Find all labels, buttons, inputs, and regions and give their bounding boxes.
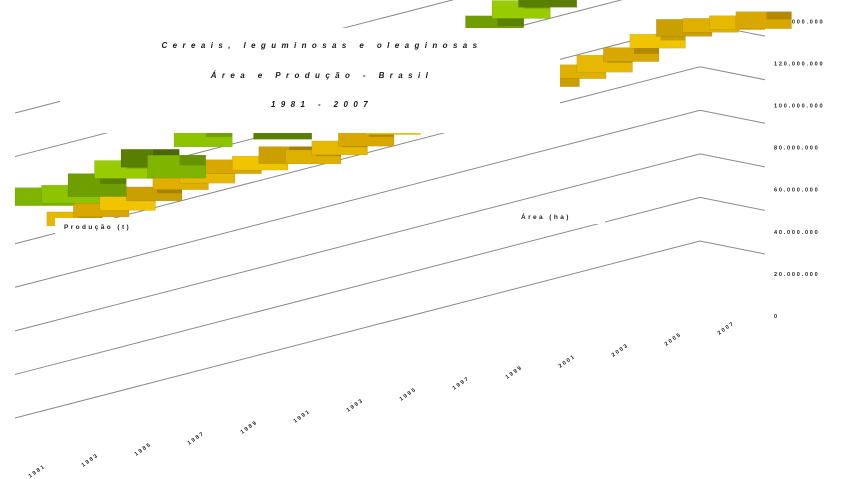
x-tick-label: 1983 xyxy=(81,453,100,469)
bar-shade xyxy=(633,47,659,54)
y-tick-label: 100.000.000 xyxy=(774,104,824,110)
series-label-production: Produção (t) xyxy=(64,224,131,231)
x-tick-label: 1997 xyxy=(452,376,471,392)
x-tick-label: 2001 xyxy=(558,354,577,370)
bar-shade xyxy=(156,186,182,194)
area-label-backdrop xyxy=(510,208,605,224)
y-axis-ticks: 0 20.000.000 40.000.000 60.000.000 80.000.00… xyxy=(774,19,824,320)
bar xyxy=(147,154,207,179)
x-tick-label: 1987 xyxy=(187,431,206,447)
bar-shade xyxy=(153,149,180,158)
bar-shade xyxy=(660,34,686,41)
y-tick-label: 0 xyxy=(774,314,779,320)
grid-line xyxy=(14,153,766,332)
x-tick-label: 1991 xyxy=(293,409,312,425)
grid-line xyxy=(14,196,766,375)
production-label-backdrop xyxy=(55,218,177,234)
bar-shade xyxy=(497,15,524,27)
bar-shade xyxy=(100,173,127,184)
y-tick-label: 120.000.000 xyxy=(774,61,824,67)
chart-subtitle: Área e Produção - Brasil xyxy=(210,71,434,80)
y-tick-label: 140.000.000 xyxy=(774,19,824,25)
x-tick-label: 1993 xyxy=(346,398,365,414)
grid-line xyxy=(14,109,766,288)
x-tick-label: 1989 xyxy=(240,420,259,436)
bar xyxy=(518,0,578,8)
series-label-area: Área (ha) xyxy=(521,212,571,221)
grid-line xyxy=(14,240,766,419)
x-tick-label: 1981 xyxy=(28,464,47,479)
y-tick-label: 40.000.000 xyxy=(774,230,820,236)
x-tick-label: 1995 xyxy=(399,387,418,403)
x-tick-label: 2005 xyxy=(664,332,683,348)
bar-shade xyxy=(179,155,206,166)
x-tick-label: 1985 xyxy=(134,442,153,458)
bar-shade xyxy=(766,11,792,20)
y-tick-label: 60.000.000 xyxy=(774,188,820,194)
x-tick-label: 2003 xyxy=(611,343,630,359)
x-tick-label: 2007 xyxy=(717,321,736,337)
chart-title: Cereais, leguminosas e oleaginosas xyxy=(162,41,483,50)
x-tick-label: 1999 xyxy=(505,365,524,381)
y-tick-label: 80.000.000 xyxy=(774,146,820,152)
chart-period: 1981 - 2007 xyxy=(271,100,373,109)
y-tick-label: 20.000.000 xyxy=(774,272,820,278)
grid-line xyxy=(14,66,766,245)
x-axis-ticks: 1981 1983 1985 1987 1989 1991 1993 1995 1997 1999… xyxy=(28,321,736,479)
title-backdrop xyxy=(60,28,560,133)
bar xyxy=(735,11,792,29)
